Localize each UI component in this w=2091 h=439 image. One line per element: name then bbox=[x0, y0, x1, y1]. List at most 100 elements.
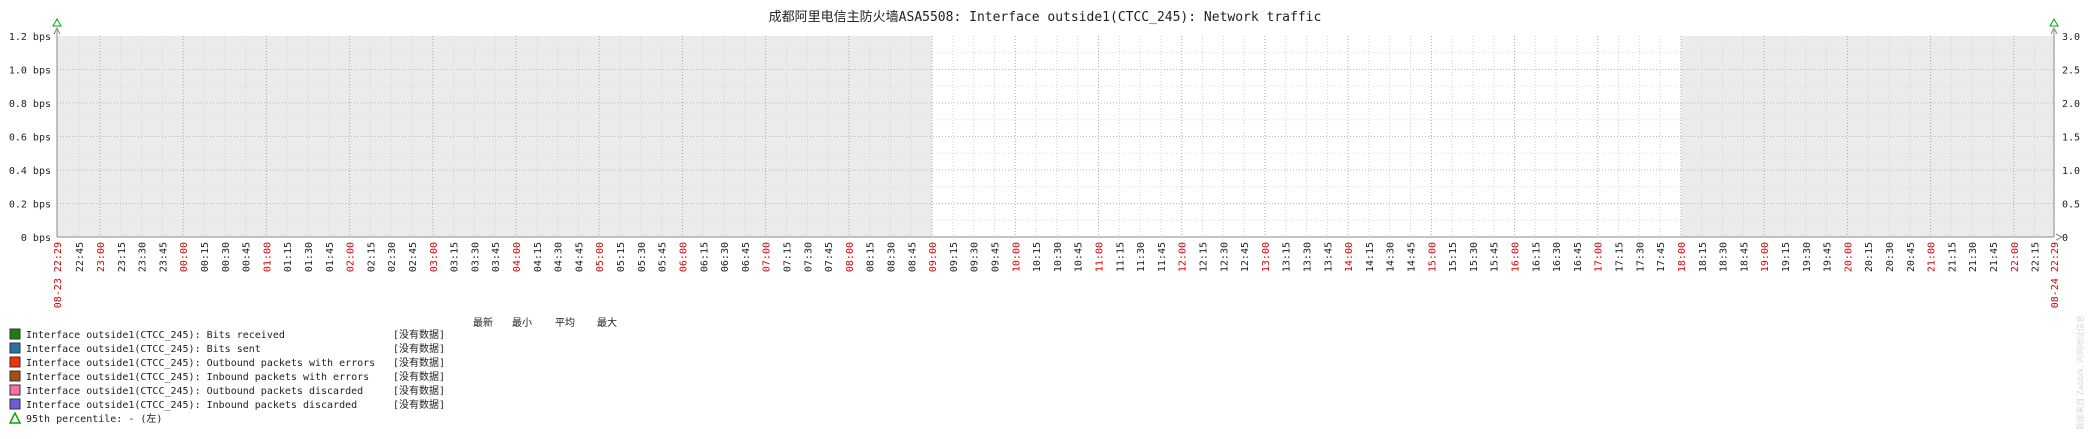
x-tick-label: 08:15 bbox=[866, 242, 877, 272]
x-tick-label: 10:15 bbox=[1032, 242, 1043, 272]
watermark: 数据来自 Zabbix, 内网地址信息 bbox=[2075, 315, 2085, 430]
legend-swatch bbox=[9, 342, 21, 354]
x-tick-label: 04:15 bbox=[533, 242, 544, 272]
x-tick-label: 20:30 bbox=[1885, 242, 1896, 272]
legend-status: [没有数据] bbox=[393, 356, 445, 369]
x-tick-label-hour: 04:00 bbox=[512, 242, 523, 272]
chart-title: 成都阿里电信主防火墙ASA5508: Interface outside1(CT… bbox=[769, 9, 1322, 25]
x-tick-label: 14:45 bbox=[1407, 242, 1418, 272]
y-left-tick-label: 1.0 bps bbox=[9, 66, 51, 77]
legend-swatch bbox=[9, 370, 21, 382]
y-right-tick-label: 1.0 bbox=[2062, 166, 2080, 177]
x-tick-label-hour: 17:00 bbox=[1594, 242, 1605, 272]
x-tick-label-hour: 12:00 bbox=[1178, 242, 1189, 272]
y-axis-left: 0 bps 0.2 bps 0.4 bps 0.6 bps 0.8 bps 1.0 bps… bbox=[9, 32, 51, 244]
x-tick-label: 07:15 bbox=[782, 242, 793, 272]
x-tick-label: 21:15 bbox=[1947, 242, 1958, 272]
x-tick-label-hour: 20:00 bbox=[1843, 242, 1854, 272]
percentile-triangle-icon bbox=[8, 411, 22, 424]
legend-series-name: Interface outside1(CTCC_245): Bits sent bbox=[26, 344, 261, 355]
x-tick-label: 05:45 bbox=[658, 242, 669, 272]
y-left-tick-label: 0.6 bps bbox=[9, 133, 51, 144]
x-tick-label: 14:15 bbox=[1365, 242, 1376, 272]
percentile-marker-left bbox=[52, 17, 62, 27]
legend-series-name: Interface outside1(CTCC_245): Outbound p… bbox=[26, 386, 363, 397]
y-left-tick-label: 0.2 bps bbox=[9, 200, 51, 211]
x-tick-label-hour: 00:00 bbox=[179, 242, 190, 272]
legend-series-name: Interface outside1(CTCC_245): Inbound pa… bbox=[26, 400, 357, 411]
legend-series-name: Interface outside1(CTCC_245): Outbound p… bbox=[26, 358, 375, 369]
x-tick-label: 09:45 bbox=[990, 242, 1001, 272]
x-tick-label: 05:15 bbox=[616, 242, 627, 272]
x-tick-label: 07:45 bbox=[824, 242, 835, 272]
x-tick-label: 06:15 bbox=[699, 242, 710, 272]
x-tick-label: 15:45 bbox=[1490, 242, 1501, 272]
x-tick-label: 08:30 bbox=[886, 242, 897, 272]
x-tick-label: 00:30 bbox=[221, 242, 232, 272]
x-axis: 22:45 23:00 23:15 23:30 23:45 00:00 00:15 00:30… bbox=[53, 242, 2061, 308]
x-tick-label-hour: 03:00 bbox=[429, 242, 440, 272]
x-tick-label: 00:15 bbox=[200, 242, 211, 272]
x-tick-label: 03:30 bbox=[470, 242, 481, 272]
x-tick-label: 07:30 bbox=[803, 242, 814, 272]
x-tick-label-hour: 13:00 bbox=[1261, 242, 1272, 272]
x-tick-label-hour: 14:00 bbox=[1344, 242, 1355, 272]
y-left-tick-label: 0 bps bbox=[21, 233, 51, 244]
legend-status: [没有数据] bbox=[393, 398, 445, 411]
x-tick-label: 12:15 bbox=[1199, 242, 1210, 272]
x-tick-label-hour: 06:00 bbox=[678, 242, 689, 272]
legend-swatch bbox=[9, 328, 21, 340]
x-axis-arrow bbox=[2055, 233, 2064, 241]
x-tick-label-hour: 16:00 bbox=[1511, 242, 1522, 272]
x-start-label: 08-23 22:29 bbox=[53, 242, 64, 308]
x-tick-label-hour: 08:00 bbox=[845, 242, 856, 272]
y-right-tick-label: 1.5 bbox=[2062, 133, 2080, 144]
x-tick-label: 10:30 bbox=[1053, 242, 1064, 272]
legend-status: [没有数据] bbox=[393, 328, 445, 341]
y-axis-left-arrow bbox=[53, 26, 61, 35]
y-axis-right: 0 0.5 1.0 1.5 2.0 2.5 3.0 bbox=[2062, 32, 2080, 244]
legend-header: 最新 bbox=[473, 316, 493, 329]
x-tick-label-hour: 22:00 bbox=[2010, 242, 2021, 272]
y-right-tick-label: 3.0 bbox=[2062, 32, 2080, 43]
x-tick-label: 02:30 bbox=[387, 242, 398, 272]
x-tick-label: 03:45 bbox=[491, 242, 502, 272]
x-tick-label: 19:30 bbox=[1802, 242, 1813, 272]
y-right-tick-label: 0.5 bbox=[2062, 200, 2080, 211]
x-tick-label: 16:30 bbox=[1552, 242, 1563, 272]
x-tick-label: 01:30 bbox=[304, 242, 315, 272]
x-tick-label-hour: 21:00 bbox=[1927, 242, 1938, 272]
x-tick-label-hour: 23:00 bbox=[96, 242, 107, 272]
x-tick-label: 18:15 bbox=[1698, 242, 1709, 272]
y-axis-right-arrow bbox=[2050, 26, 2058, 35]
legend-status: [没有数据] bbox=[393, 370, 445, 383]
y-left-tick-label: 1.2 bps bbox=[9, 32, 51, 43]
legend-header: 最大 bbox=[597, 316, 617, 329]
plot-area bbox=[52, 17, 2064, 241]
x-tick-label: 16:15 bbox=[1531, 242, 1542, 272]
x-tick-label-hour: 11:00 bbox=[1094, 242, 1105, 272]
y-left-tick-label: 0.8 bps bbox=[9, 99, 51, 110]
x-tick-label-hour: 19:00 bbox=[1760, 242, 1771, 272]
x-tick-label: 04:45 bbox=[574, 242, 585, 272]
x-tick-label: 17:45 bbox=[1656, 242, 1667, 272]
x-tick-label: 18:45 bbox=[1739, 242, 1750, 272]
percentile-label: 95th percentile: - (左) bbox=[26, 412, 162, 425]
x-tick-label: 13:45 bbox=[1323, 242, 1334, 272]
x-tick-label: 23:30 bbox=[138, 242, 149, 272]
x-tick-label-hour: 07:00 bbox=[762, 242, 773, 272]
x-tick-label: 05:30 bbox=[637, 242, 648, 272]
x-tick-label: 22:15 bbox=[2031, 242, 2042, 272]
x-tick-label-hour: 01:00 bbox=[262, 242, 273, 272]
x-tick-label: 06:30 bbox=[720, 242, 731, 272]
x-tick-label: 15:30 bbox=[1469, 242, 1480, 272]
x-tick-label: 21:30 bbox=[1968, 242, 1979, 272]
x-tick-label: 03:15 bbox=[450, 242, 461, 272]
x-tick-label: 15:15 bbox=[1448, 242, 1459, 272]
x-tick-label: 00:45 bbox=[242, 242, 253, 272]
x-tick-label: 17:30 bbox=[1635, 242, 1646, 272]
x-tick-label: 12:45 bbox=[1240, 242, 1251, 272]
x-tick-label: 20:15 bbox=[1864, 242, 1875, 272]
legend-status: [没有数据] bbox=[393, 384, 445, 397]
